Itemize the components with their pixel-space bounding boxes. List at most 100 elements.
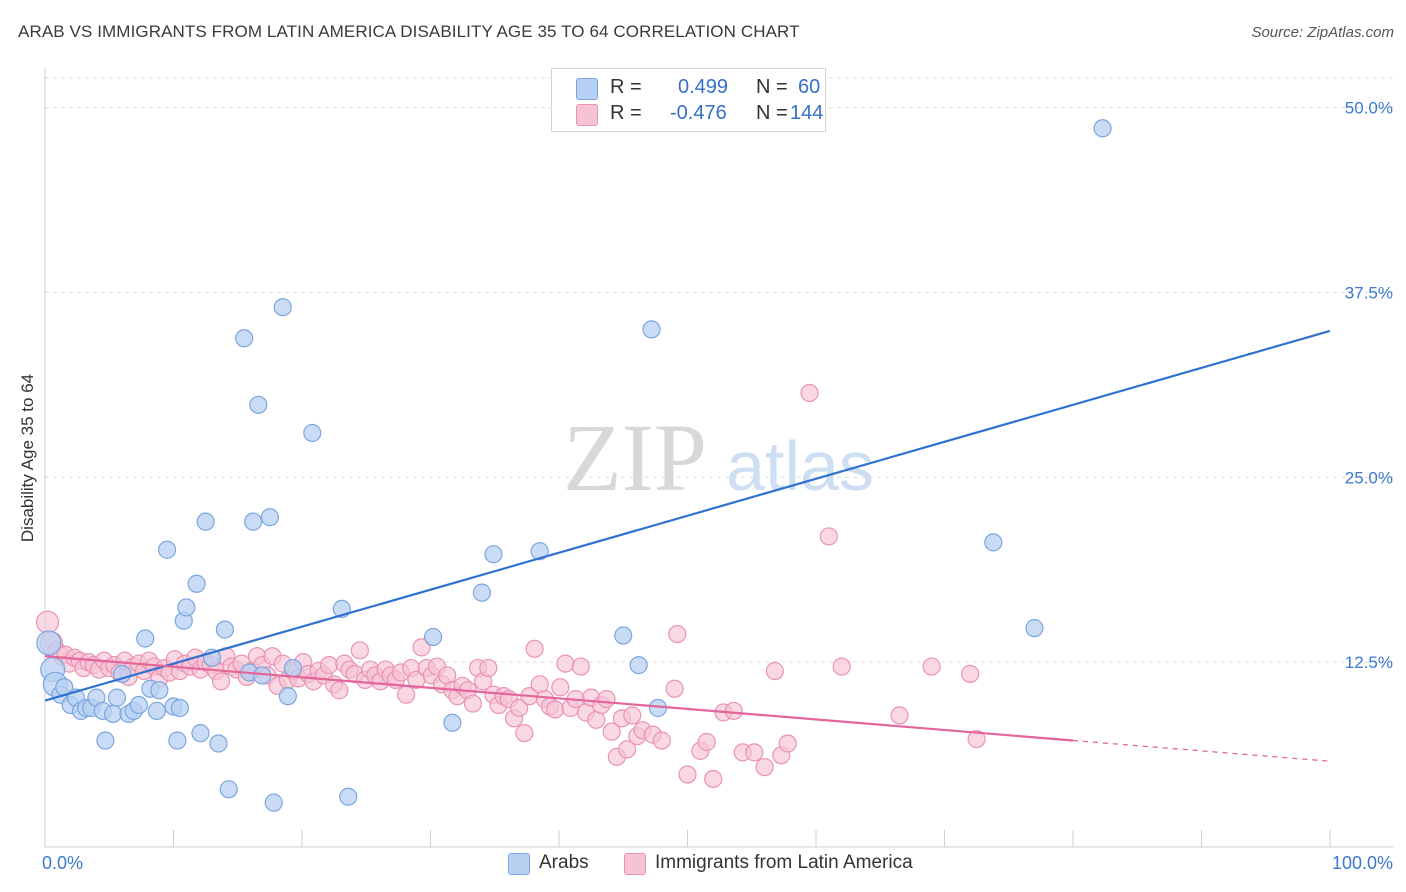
blue-point [249,395,268,414]
bottom-legend-label: Arabs [539,852,589,873]
blue-point [642,320,661,339]
blue-point [150,681,169,700]
blue-trend-line [44,329,1331,702]
legend-swatch-pink [576,104,598,126]
pink-point [623,706,642,725]
pink-point [546,700,565,719]
blue-point [984,533,1003,552]
pink-point [602,722,621,741]
blue-point [104,704,123,724]
correlation-legend: R = 0.499 N = 60 R = -0.476 N = 144 [551,68,826,132]
pink-point [463,694,483,713]
pink-point [961,664,980,684]
blue-point [191,724,210,743]
tick-labels: 12.5% 25.0% 37.5% 50.0% 0.0% 100.0% [42,99,1393,873]
y-tick-label: 25.0% [1345,468,1393,487]
pink-point [211,672,231,691]
pink-point [967,729,986,749]
pink-point [396,685,416,704]
blue-point [170,698,190,718]
pink-point [652,731,671,750]
blue-point [278,687,297,706]
y-tick-label: 37.5% [1345,283,1393,302]
watermark-zip: ZIP [563,404,707,511]
blue-point [629,656,648,675]
blue-point [136,629,155,648]
bottom-swatch-blue [508,853,530,875]
blue-point [472,583,491,602]
legend-n-value: 60 [798,76,821,98]
pink-point [800,383,819,403]
pink-trend-extension [1072,739,1331,762]
pink-point [832,657,851,676]
blue-point [443,713,462,732]
x-tick-label: 100.0% [1332,853,1393,873]
blue-point [484,545,503,564]
watermark: ZIP atlas [563,404,874,511]
pink-point [412,638,431,657]
pink-trend-line [44,655,1074,742]
legend-r-label: R = [610,76,642,98]
pink-point [597,690,616,709]
pink-point [665,679,684,698]
blue-points [36,119,1112,812]
pink-point [618,740,637,759]
axes-layer [44,68,1393,848]
blue-point [209,734,228,753]
blue-point [215,620,234,639]
pink-point [35,610,60,634]
x-tick-label: 0.0% [42,853,83,873]
pink-point [510,698,529,718]
y-tick-label: 50.0% [1345,99,1393,118]
blue-point [36,630,62,656]
pink-point [922,657,941,676]
blue-point [303,423,322,443]
pink-point [778,734,797,753]
legend-n-value: 144 [790,102,824,124]
blue-point [423,627,443,647]
pink-point [556,654,575,673]
blue-point [168,731,187,750]
pink-point [704,769,723,789]
pink-point [697,732,716,752]
blue-point [157,540,177,559]
blue-point [260,508,279,527]
legend-n-label: N = [756,76,788,98]
pink-point [755,758,774,777]
trend-layer [44,329,1331,762]
pink-point [819,527,838,546]
blue-point [219,780,238,799]
pink-point [319,656,339,675]
blue-point [264,793,283,812]
blue-point [530,542,549,561]
blue-point [96,731,115,750]
legend-n-label: N = [756,102,788,124]
pink-point [668,624,687,644]
blue-point [147,701,166,721]
pink-point [515,724,534,743]
blue-point [187,574,206,593]
pink-point [890,706,909,725]
blue-point [1025,619,1044,638]
pink-point [765,661,784,681]
pink-point [745,743,764,762]
source-label: Source: ZipAtlas.com [1251,24,1394,41]
blue-point [129,695,148,715]
blue-point [235,329,254,348]
blue-point [196,512,215,531]
pink-point [724,701,743,721]
blue-point [1093,119,1112,138]
pink-point [678,765,697,784]
legend-r-value: -0.476 [670,102,727,124]
pink-points [35,383,986,789]
pink-point [571,657,590,676]
blue-point [244,512,263,531]
pink-point [350,641,369,660]
legend-swatch-blue [576,78,598,100]
pink-point [525,639,544,658]
blue-point [273,298,292,317]
pink-point [330,681,349,700]
blue-point [283,658,303,678]
bottom-swatch-pink [624,853,646,875]
